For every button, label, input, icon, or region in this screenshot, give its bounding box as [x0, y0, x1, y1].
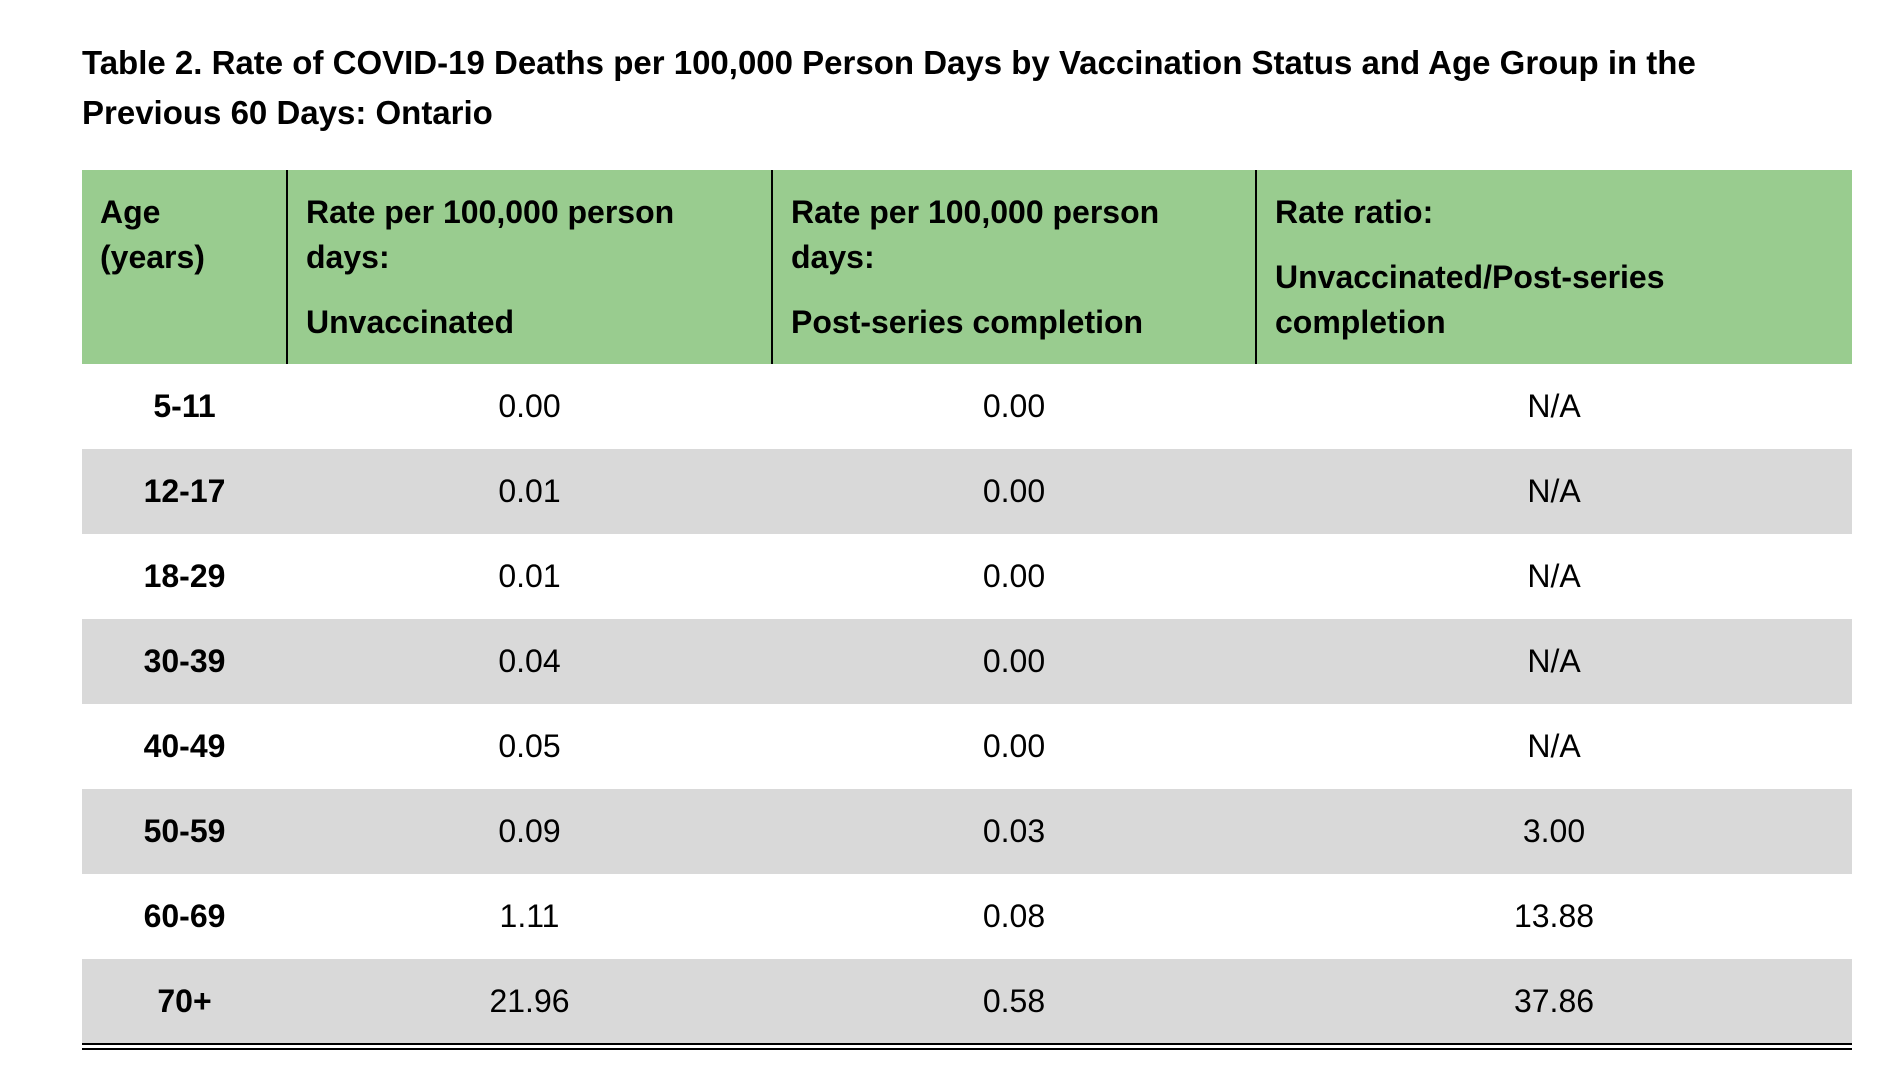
post-series-rate-cell: 0.00 [982, 728, 1046, 764]
rate-ratio-cell: 37.86 [1256, 959, 1852, 1045]
table-title: Table 2. Rate of COVID-19 Deaths per 100… [82, 38, 1852, 138]
header-unvaccinated-rate: Rate per 100,000 person days: Unvaccinat… [286, 170, 772, 364]
unvaccinated-rate-cell: 0.00 [498, 388, 561, 424]
table-title-line-2: Previous 60 Days: Ontario [82, 94, 493, 131]
age-cell: 60-69 [143, 898, 226, 934]
rate-ratio-cell: 3.00 [1256, 789, 1852, 874]
rate-ratio-cell: N/A [1527, 558, 1581, 594]
header-age-line-2: (years) [100, 239, 205, 275]
table-row: 60-69 1.11 0.08 13.88 [82, 874, 1852, 959]
rate-ratio-cell: N/A [1527, 728, 1581, 764]
table-row: 30-39 0.04 0.00 N/A [82, 619, 1852, 704]
header-rate-ratio-line-1: Rate ratio: [1275, 194, 1434, 230]
post-series-rate-cell: 0.00 [772, 449, 1256, 534]
rate-ratio-cell: 13.88 [1513, 898, 1595, 934]
header-post-series-rate: Rate per 100,000 person days: Post-serie… [771, 170, 1256, 364]
age-cell: 70+ [82, 959, 287, 1045]
table-row: 12-17 0.01 0.00 N/A [82, 449, 1852, 534]
post-series-rate-cell: 0.58 [772, 959, 1256, 1045]
rate-ratio-cell: N/A [1527, 388, 1581, 424]
table-row: 18-29 0.01 0.00 N/A [82, 534, 1852, 619]
age-cell: 5-11 [153, 388, 216, 424]
post-series-rate-cell: 0.00 [772, 619, 1256, 704]
header-age: Age (years) [82, 170, 287, 364]
rate-ratio-cell: N/A [1256, 619, 1852, 704]
header-unvaccinated-line-1: Rate per 100,000 person [306, 194, 675, 230]
post-series-rate-cell: 0.03 [772, 789, 1256, 874]
header-unvaccinated-sub: Unvaccinated [306, 304, 515, 340]
header-post-series-sub: Post-series completion [791, 304, 1144, 340]
post-series-rate-cell: 0.00 [982, 388, 1046, 424]
age-cell: 30-39 [82, 619, 287, 704]
header-post-series-line-2: days: [791, 239, 875, 275]
age-cell: 12-17 [82, 449, 287, 534]
unvaccinated-rate-cell: 0.05 [498, 728, 561, 764]
table-row: 5-11 0.00 0.00 N/A [82, 364, 1852, 449]
unvaccinated-rate-cell: 0.01 [498, 558, 561, 594]
unvaccinated-rate-cell: 0.01 [287, 449, 772, 534]
age-cell: 40-49 [143, 728, 226, 764]
header-row: Age (years) Rate per 100,000 person days… [82, 170, 1852, 364]
header-rate-ratio-sub: Unvaccinated/Post-series completion [1275, 259, 1665, 340]
table-row: 70+ 21.96 0.58 37.86 [82, 959, 1852, 1045]
header-rate-ratio: Rate ratio: Unvaccinated/Post-series com… [1255, 170, 1852, 364]
unvaccinated-rate-cell: 0.04 [287, 619, 772, 704]
covid-death-rate-table: Age (years) Rate per 100,000 person days… [82, 170, 1852, 1045]
post-series-rate-cell: 0.08 [982, 898, 1046, 934]
age-cell: 18-29 [143, 558, 226, 594]
header-age-line-1: Age [100, 194, 161, 230]
table-row: 40-49 0.05 0.00 N/A [82, 704, 1852, 789]
table-header: Age (years) Rate per 100,000 person days… [82, 170, 1852, 364]
table-bottom-double-rule [82, 1048, 1852, 1050]
unvaccinated-rate-cell: 21.96 [287, 959, 772, 1045]
rate-ratio-cell: N/A [1256, 449, 1852, 534]
age-cell: 50-59 [82, 789, 287, 874]
post-series-rate-cell: 0.00 [982, 558, 1046, 594]
table-title-line-1: Table 2. Rate of COVID-19 Deaths per 100… [82, 44, 1696, 81]
header-unvaccinated-line-2: days: [306, 239, 390, 275]
table-row: 50-59 0.09 0.03 3.00 [82, 789, 1852, 874]
unvaccinated-rate-cell: 0.09 [287, 789, 772, 874]
header-post-series-line-1: Rate per 100,000 person [791, 194, 1160, 230]
table-page: Table 2. Rate of COVID-19 Deaths per 100… [82, 38, 1852, 1050]
table-body: 5-11 0.00 0.00 N/A 12-17 0.01 0.00 N/A 1… [82, 364, 1852, 1045]
unvaccinated-rate-cell: 1.11 [499, 898, 560, 934]
